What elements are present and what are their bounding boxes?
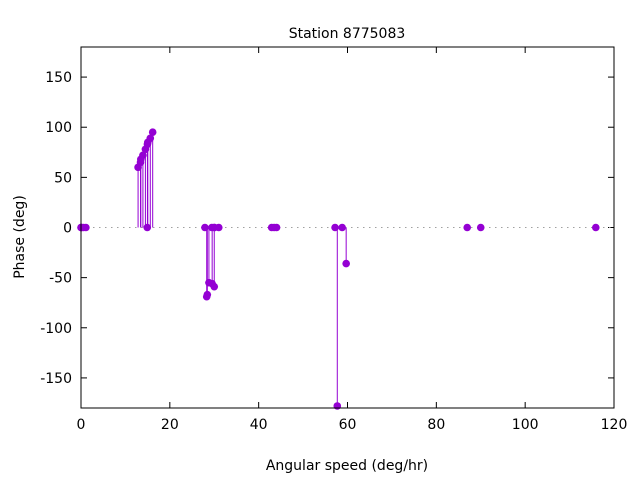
- data-point: [476, 223, 485, 232]
- y-tick-label: 50: [54, 170, 72, 186]
- data-point: [331, 223, 339, 232]
- x-tick-label: 60: [339, 417, 357, 433]
- data-point: [591, 223, 600, 232]
- data-point: [272, 223, 281, 232]
- y-tick-label: -100: [40, 321, 72, 337]
- data-point: [338, 223, 346, 232]
- y-tick-label: -50: [49, 271, 72, 287]
- data-point: [210, 282, 219, 291]
- x-tick-label: 20: [161, 417, 179, 433]
- x-tick-label: 120: [601, 417, 628, 433]
- data-point: [342, 259, 350, 268]
- data-point: [148, 128, 157, 137]
- x-tick-label: 40: [250, 417, 268, 433]
- y-axis-label: Phase (deg): [12, 195, 28, 279]
- data-point: [146, 134, 155, 143]
- x-tick-label: 80: [427, 417, 445, 433]
- data-point: [214, 223, 223, 232]
- data-marks: [77, 128, 600, 410]
- chart-title: Station 8775083: [289, 26, 406, 42]
- data-point: [82, 223, 90, 232]
- data-point: [203, 290, 212, 299]
- x-tick-label: 100: [512, 417, 539, 433]
- y-tick-label: 100: [45, 120, 72, 136]
- data-point: [143, 223, 152, 232]
- data-point: [463, 223, 472, 232]
- y-tick-label: 150: [45, 70, 72, 86]
- axes: 0 20 40 60 80 100 120 -150 -100 -50 0 50 100 150: [40, 47, 627, 433]
- data-point: [139, 151, 147, 160]
- x-axis-label: Angular speed (deg/hr): [266, 458, 428, 474]
- x-tick-label: 0: [77, 417, 86, 433]
- data-point: [201, 223, 209, 232]
- y-tick-label: 0: [63, 221, 72, 237]
- y-tick-label: -150: [40, 371, 72, 387]
- data-point: [333, 402, 342, 410]
- plot-border: [80, 46, 615, 409]
